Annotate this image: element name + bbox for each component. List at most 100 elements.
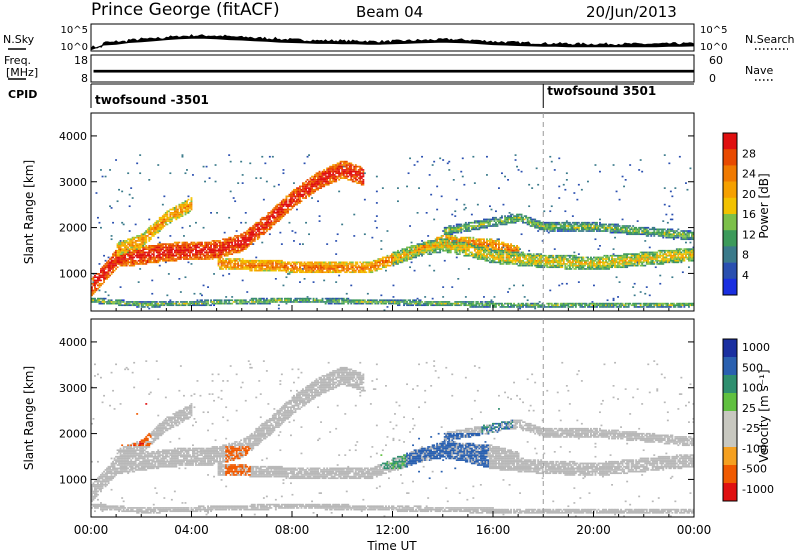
power-cell — [385, 269, 387, 272]
power-cell — [235, 299, 238, 302]
power-cell — [268, 301, 271, 303]
power-cell — [525, 216, 528, 219]
power-cell — [510, 246, 513, 249]
power-cell — [409, 157, 412, 160]
power-cell — [454, 210, 457, 213]
power-cell — [526, 218, 529, 221]
freq-panel: Freq. [MHz] 18 8 60 0 Nave — [4, 54, 775, 85]
power-cell — [285, 208, 288, 211]
power-cell — [296, 188, 298, 191]
power-cell — [519, 256, 522, 259]
power-cell — [299, 299, 301, 302]
power-cell — [308, 297, 311, 300]
power-cell — [148, 230, 151, 232]
power-cell — [136, 251, 139, 254]
power-cell — [287, 207, 289, 209]
power-cell — [158, 245, 161, 247]
power-cell — [95, 287, 98, 290]
power-cell — [195, 243, 197, 245]
power-cell — [246, 230, 249, 232]
power-cell — [449, 251, 452, 254]
power-cell — [256, 228, 259, 231]
power-cell — [478, 243, 481, 245]
power-cell — [356, 175, 359, 178]
power-cell — [458, 301, 461, 303]
power-cell — [433, 269, 436, 272]
power-cell — [478, 258, 481, 260]
power-cell — [274, 268, 277, 270]
power-cell — [330, 165, 333, 168]
power-cell — [475, 251, 478, 254]
power-cell — [504, 175, 507, 178]
power-cell — [113, 266, 116, 269]
power-cell — [463, 183, 466, 186]
power-cell — [270, 261, 273, 264]
power-cell — [434, 243, 437, 245]
power-cell — [501, 249, 503, 252]
power-cell — [187, 243, 190, 245]
power-cell — [148, 302, 151, 305]
power-cell — [347, 172, 350, 175]
power-cell — [246, 261, 249, 264]
power-cell — [238, 258, 241, 260]
power-cell — [103, 301, 106, 303]
power-cell — [303, 261, 306, 264]
power-cell — [157, 243, 160, 245]
power-cell — [124, 263, 127, 265]
power-cell — [425, 302, 428, 305]
power-cell — [457, 226, 460, 229]
power-cell — [483, 254, 485, 257]
power-cell — [155, 306, 158, 308]
power-cell — [353, 169, 356, 171]
power-cell — [502, 241, 505, 244]
power-cell — [392, 296, 395, 298]
power-cell — [431, 164, 434, 166]
power-cell — [241, 301, 244, 303]
power-cell — [359, 179, 362, 181]
power-cell — [458, 251, 461, 254]
power-cell — [461, 228, 464, 231]
power-cell — [115, 251, 118, 254]
power-cell — [205, 241, 208, 244]
power-cell — [143, 248, 146, 250]
power-cell — [262, 301, 265, 303]
power-cell — [463, 240, 466, 242]
power-cell — [148, 261, 151, 264]
power-cell — [190, 246, 193, 249]
power-cell — [249, 264, 252, 267]
power-cell — [312, 190, 315, 193]
power-cell — [258, 302, 261, 305]
power-cell — [499, 253, 502, 255]
power-cell — [360, 269, 363, 272]
power-cell — [400, 301, 402, 303]
power-cell — [226, 261, 229, 264]
power-cell — [302, 182, 304, 184]
power-cell — [323, 263, 326, 265]
power-cell — [401, 249, 404, 252]
power-cell — [437, 243, 440, 245]
power-cell — [199, 243, 202, 245]
power-cell — [133, 301, 136, 303]
power-cell — [308, 188, 311, 191]
power-cell — [479, 249, 482, 252]
power-cell — [305, 264, 308, 267]
power-cell — [226, 248, 229, 250]
power-cell — [223, 253, 226, 255]
power-cell — [122, 259, 125, 262]
power-cell — [184, 202, 187, 204]
power-cell — [342, 263, 345, 265]
power-cell — [207, 253, 210, 255]
power-cell — [225, 302, 228, 305]
power-cell — [357, 302, 360, 305]
power-cell — [338, 162, 341, 165]
power-cell — [445, 231, 448, 234]
power-cell — [460, 226, 463, 229]
power-cell — [403, 301, 406, 303]
power-cell — [372, 299, 375, 302]
power-cell — [253, 301, 256, 303]
power-cell — [490, 208, 493, 211]
power-cell — [195, 256, 197, 259]
power-cell — [473, 249, 476, 252]
power-cell — [502, 306, 505, 308]
power-cell — [299, 243, 301, 245]
